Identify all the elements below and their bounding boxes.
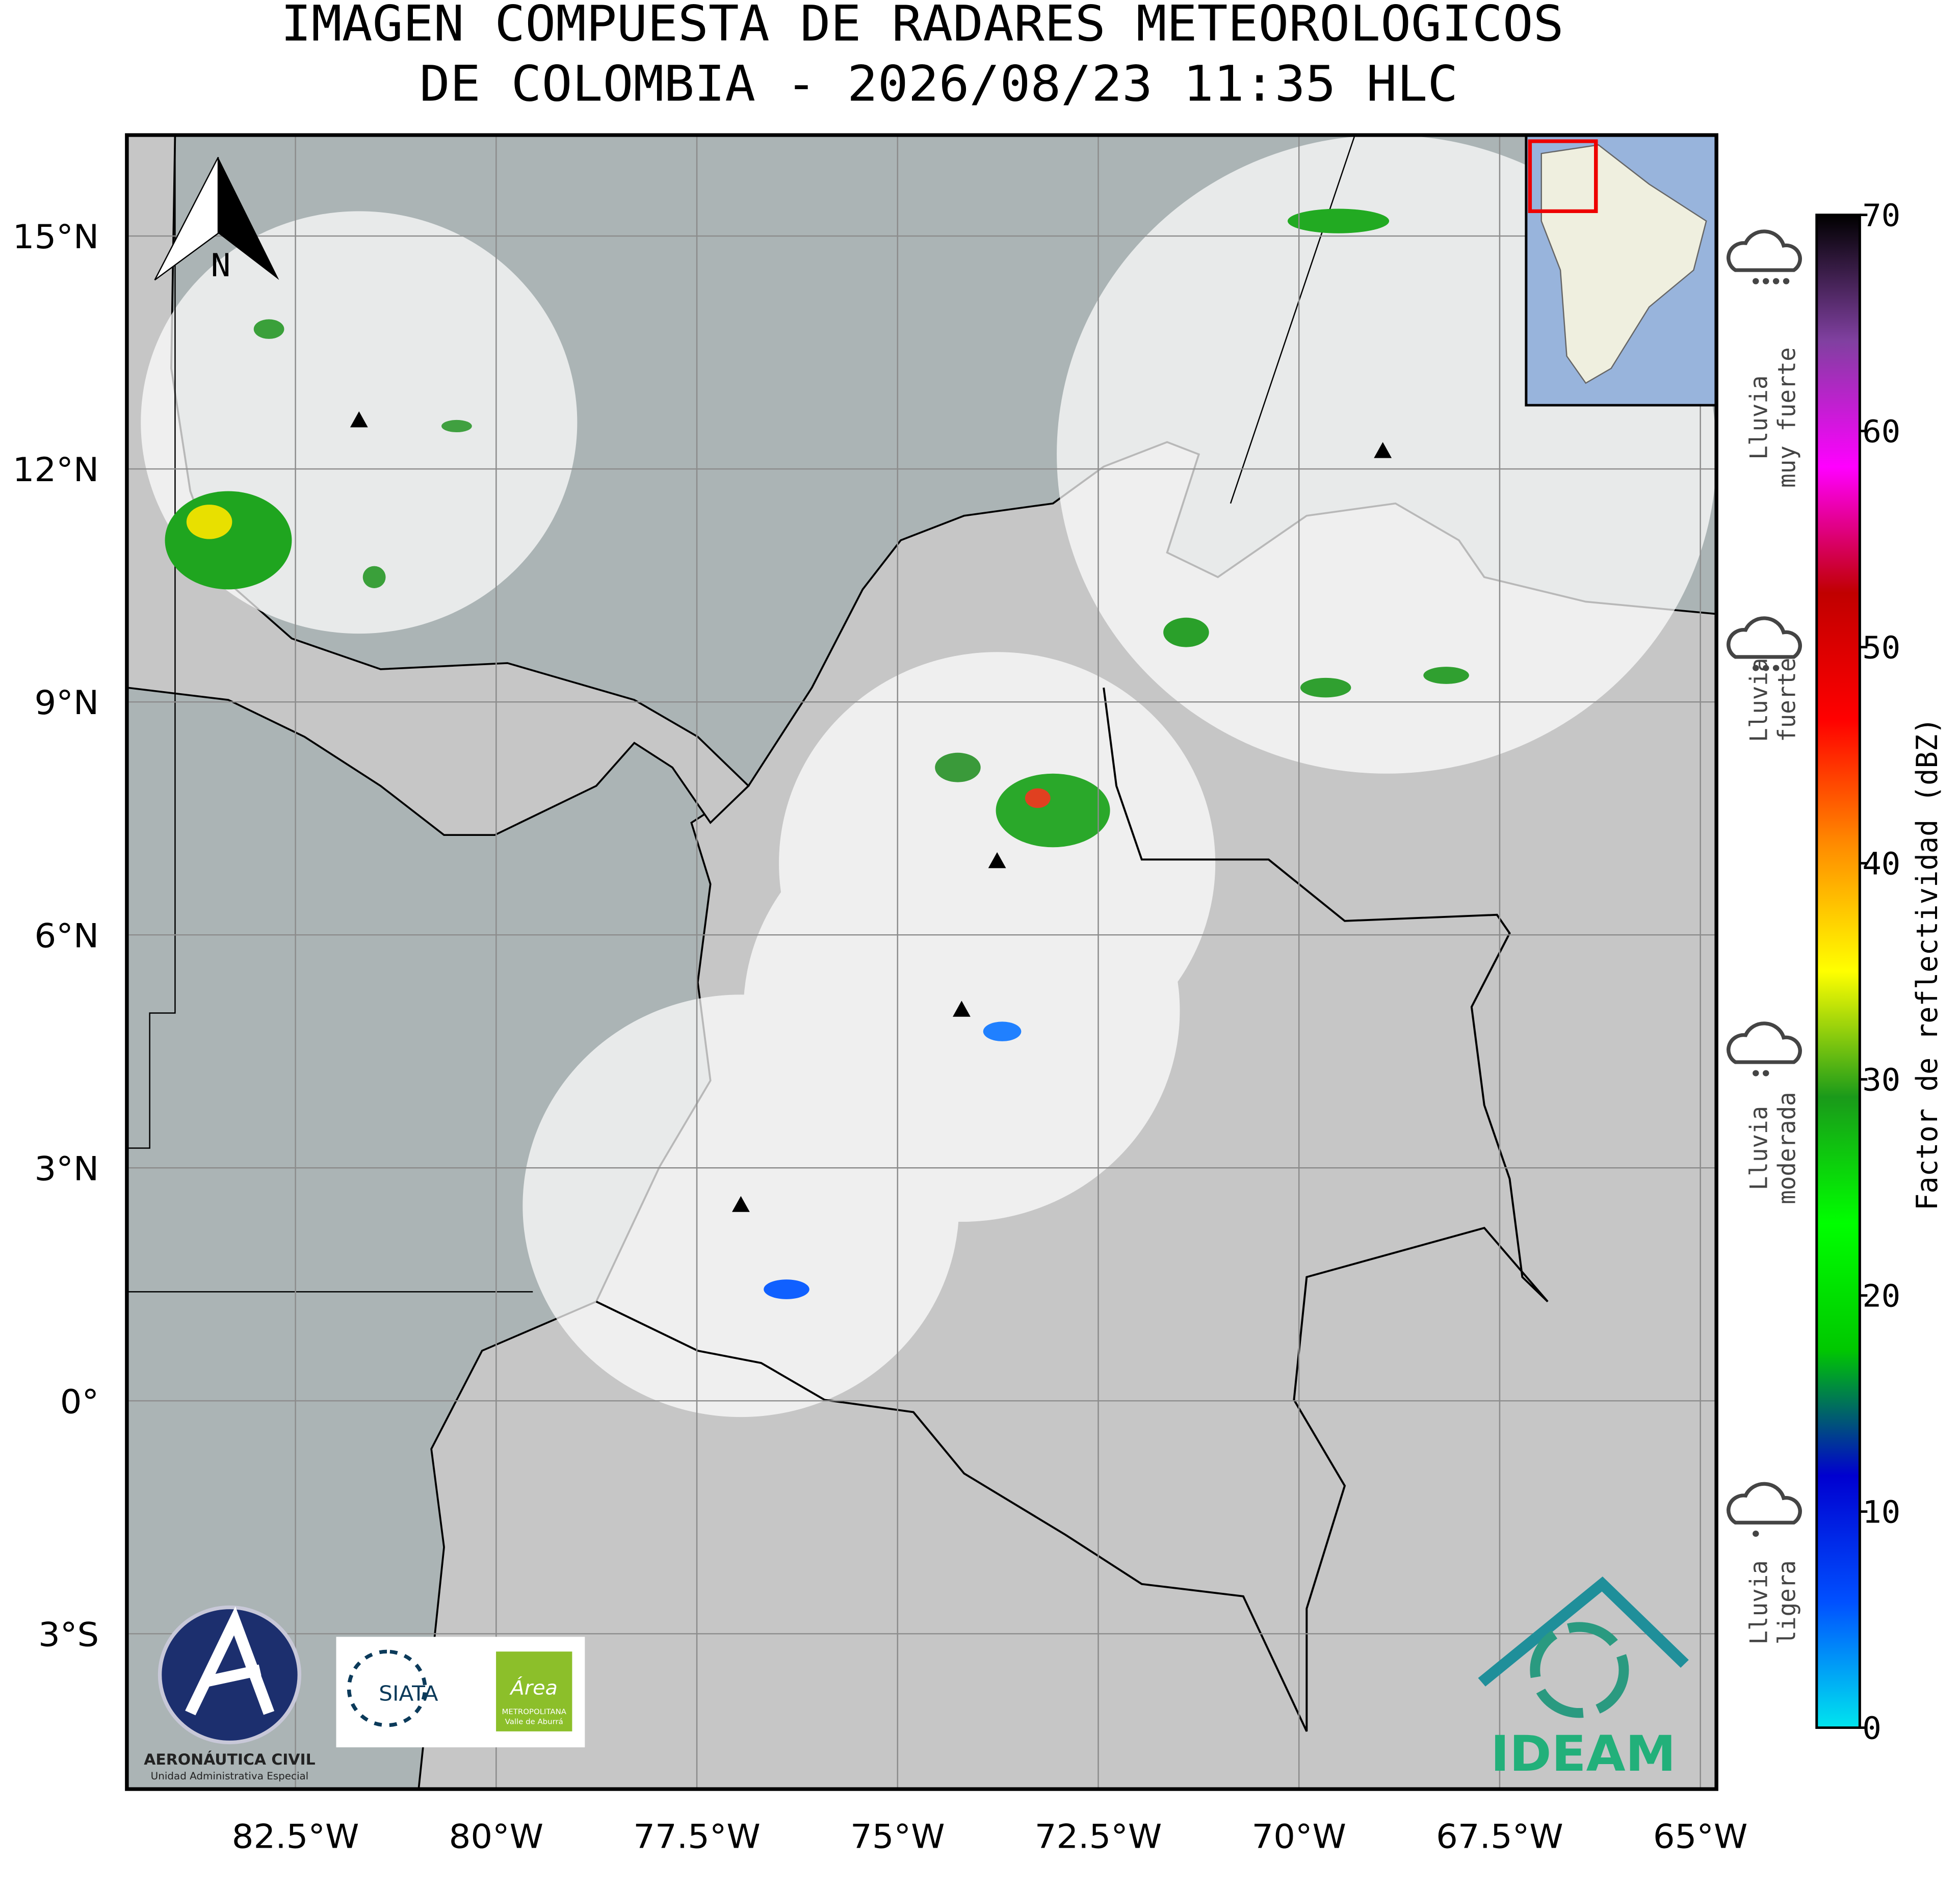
legend-text: moderada [1773, 1092, 1801, 1204]
y-tick-label: 3°N [35, 1149, 99, 1188]
rain-drop [1763, 1070, 1769, 1076]
title-line: IMAGEN COMPUESTA DE RADARES METEOROLOGIC… [281, 0, 1564, 52]
x-tick-label: 65°W [1653, 1818, 1747, 1856]
map: N AERONÁUTICA CIVIL Unidad Administrativ… [126, 135, 1717, 1790]
logo-aero: AERONÁUTICA CIVIL Unidad Administrativa … [144, 1605, 316, 1782]
y-tick-label: 9°N [35, 684, 99, 722]
y-tick-label: 0° [60, 1382, 99, 1421]
logo-ideam: IDEAM [1478, 1577, 1689, 1783]
rain-drop [1783, 278, 1790, 284]
x-tick-label: 70°W [1251, 1818, 1346, 1856]
logo-text: IDEAM [1491, 1725, 1676, 1782]
legend-text: Lluvia [1745, 658, 1773, 742]
rain-drop [1753, 278, 1759, 284]
logo-text: Área [509, 1676, 558, 1699]
legend-text: Lluvia [1745, 375, 1773, 459]
cloud-icon [1727, 1482, 1802, 1525]
north-label: N [211, 247, 231, 284]
logo-text: Unidad Administrativa Especial [151, 1770, 309, 1782]
legend-text: ligera [1773, 1560, 1801, 1644]
y-tick-label: 3°S [38, 1615, 99, 1654]
legend-text: Lluvia [1745, 1560, 1773, 1644]
colorbar-tick-label: 60 [1862, 414, 1900, 450]
colorbar-tick-label: 70 [1862, 198, 1900, 233]
colorbar: 0 10 20 30 40 50 60 70 Factor de reflectividad (… [1815, 198, 1944, 1746]
y-tick-label: 12°N [13, 451, 99, 489]
y-tick-label: 6°N [35, 916, 99, 955]
x-tick-label: 82.5°W [232, 1818, 359, 1856]
logo-text: AERONÁUTICA CIVIL [144, 1750, 315, 1768]
colombia-border [595, 687, 1549, 1732]
colorbar-tick-label: 30 [1862, 1062, 1900, 1098]
colorbar-tick-label: 10 [1862, 1494, 1900, 1530]
colorbar-tick-label: 20 [1862, 1278, 1900, 1314]
grid [126, 135, 1717, 1790]
radar-sites [350, 411, 1392, 1212]
x-tick-label: 77.5°W [633, 1818, 761, 1856]
rain-drop [1763, 278, 1769, 284]
legend-text: fuerte [1773, 658, 1801, 742]
cloud-icon [1727, 1021, 1802, 1064]
colorbar-tick-label: 50 [1862, 630, 1900, 666]
cloud-icon [1727, 616, 1802, 659]
colorbar-scale [1815, 214, 1861, 1729]
logo-text: METROPOLITANA [502, 1708, 566, 1716]
rain-drop [1753, 665, 1759, 671]
logo-text: Valle de Aburrá [505, 1718, 563, 1726]
logo-text: SIATA [379, 1681, 438, 1705]
legend-text: Lluvia [1745, 1106, 1773, 1190]
legend-item: Lluvia ligera [1727, 1482, 1802, 1645]
legend-item: Lluvia moderada [1727, 1021, 1802, 1204]
legend-item: Lluvia muy fuerte [1727, 229, 1802, 488]
x-tick-label: 72.5°W [1035, 1818, 1162, 1856]
inset-map [1525, 135, 1717, 407]
legend-item: Lluvia fuerte [1727, 616, 1802, 742]
x-tick-label: 75°W [850, 1818, 945, 1856]
rain-drop [1763, 665, 1769, 671]
rain-drop [1753, 1070, 1759, 1076]
precipitation [165, 208, 1469, 1299]
rain-drop [1772, 665, 1780, 671]
rain-drop [1753, 1530, 1759, 1537]
title-line: DE COLOMBIA - 2026/08/23 11:35 HLC [420, 56, 1458, 113]
rain-drop [1772, 278, 1780, 284]
colorbar-label: Factor de reflectividad (dBZ) [1911, 717, 1944, 1210]
y-tick-label: 15°N [13, 218, 99, 256]
boundary [126, 135, 1356, 1293]
x-tick-label: 67.5°W [1436, 1818, 1563, 1856]
x-tick-label: 80°W [449, 1818, 543, 1856]
axes: 82.5°W 80°W 77.5°W 75°W 72.5°W 70°W 67.5°W 65°W… [13, 218, 1748, 1856]
map-frame [125, 133, 1718, 1791]
colorbar-tick-label: 0 [1862, 1711, 1881, 1746]
colorbar-tick-label: 40 [1862, 846, 1900, 882]
cloud-icon [1727, 229, 1802, 272]
logo-siata: SIATA Área METROPOLITANA Valle de Aburrá [336, 1637, 585, 1748]
legend-text: muy fuerte [1773, 347, 1801, 487]
